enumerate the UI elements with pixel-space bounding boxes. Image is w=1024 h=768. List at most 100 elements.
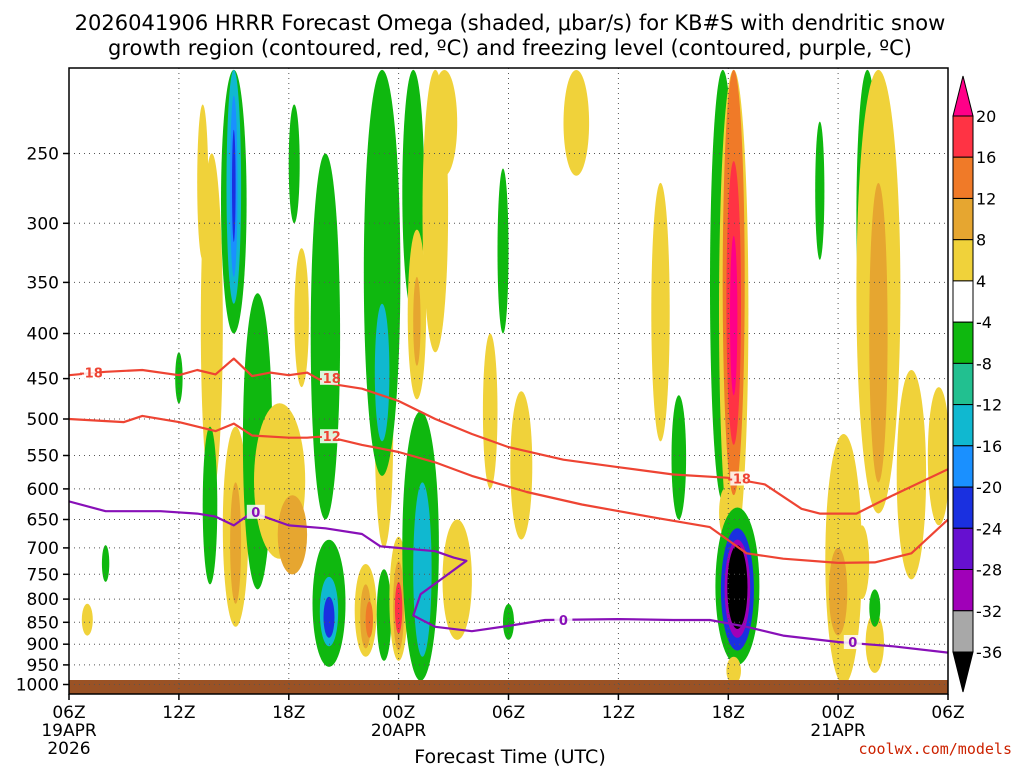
omega-cell-42 [510, 391, 533, 540]
x-date-label-0: 19APR [41, 721, 97, 741]
x-tick-label-8: 06Z [931, 703, 964, 723]
x-tick-label-7: 00Z [821, 703, 854, 723]
colorbar-tick-9: -20 [976, 478, 1002, 497]
omega-cell-24 [376, 569, 392, 661]
omega-cell-67 [927, 387, 948, 526]
x-date-label-3: 20APR [371, 721, 427, 741]
omega-cell-66 [896, 370, 927, 580]
omega-cell-44 [651, 182, 670, 442]
colorbar-bin-10 [952, 486, 974, 529]
x-tick-label-4: 06Z [492, 703, 525, 723]
colorbar-bin-5 [952, 280, 974, 323]
contour-line-2 [69, 500, 948, 654]
y-tick-label-250: 250 [27, 145, 59, 165]
colorbar-tick-11: -28 [976, 561, 1002, 580]
x-tick-label-5: 12Z [602, 703, 635, 723]
colorbar-bin-6 [952, 321, 974, 364]
omega-cell-11 [230, 482, 242, 604]
x-tick-label-0: 06Z [52, 703, 85, 723]
contour-label-2-1: 0 [559, 614, 568, 629]
omega-cell-16 [310, 153, 341, 520]
omega-cell-37 [431, 70, 458, 176]
omega-cell-27 [374, 303, 390, 442]
omega-cell-19 [323, 596, 335, 638]
omega-cell-55 [727, 545, 748, 629]
terrain-ground-bar [69, 680, 948, 694]
omega-cell-56 [726, 656, 741, 685]
x-axis-label: Forecast Time (UTC) [414, 746, 605, 768]
contour-label-bg-1-0 [320, 429, 338, 444]
omega-cell-14 [277, 495, 308, 575]
y-tick-label-300: 300 [27, 214, 59, 234]
colorbar-bin-9 [952, 445, 974, 488]
chart-title-line2: growth region (contoured, red, ºC) and f… [108, 36, 912, 60]
y-tick-label-650: 650 [27, 511, 59, 531]
x-tick-label-6: 18Z [712, 703, 745, 723]
omega-cell-50 [730, 235, 738, 396]
x-year-label-0: 2026 [47, 739, 90, 759]
y-tick-label-350: 350 [27, 273, 59, 293]
omega-cell-20 [294, 248, 309, 388]
colorbar-tick-1: 16 [976, 148, 996, 167]
contour-label-bg-0-1 [320, 370, 338, 385]
omega-cell-35 [413, 482, 432, 657]
omega-cell-1 [101, 545, 110, 582]
omega-cell-65 [869, 589, 881, 627]
contour-label-2-0: 0 [251, 506, 260, 521]
colorbar-tick-5: -4 [976, 313, 992, 332]
omega-cell-40 [482, 333, 498, 489]
contour-label-bg-2-2 [843, 635, 862, 649]
contour-label-0-1: -18 [317, 372, 341, 387]
colorbar-tick-4: 4 [976, 272, 986, 291]
y-tick-label-700: 700 [27, 539, 59, 559]
contour-line-0 [69, 357, 948, 515]
omega-cell-23 [365, 601, 373, 638]
y-tick-label-900: 900 [27, 635, 59, 655]
omega-cell-57 [815, 121, 825, 260]
contour-label-bg-2-0 [246, 504, 265, 519]
colorbar-bin-1 [952, 115, 974, 158]
omega-cell-4 [200, 153, 223, 496]
colorbar-top-triangle [952, 75, 974, 117]
omega-cell-26 [363, 69, 401, 476]
contour-label-0-2: -18 [727, 473, 751, 488]
colorbar: 20 16 12 8 4 -4 -8 -12 -16 -20 -24 -28 -32 -36 [952, 75, 1002, 693]
omega-cell-9 [232, 129, 236, 242]
y-tick-label-600: 600 [27, 480, 59, 500]
colorbar-tick-3: 8 [976, 231, 986, 250]
y-tick-label-800: 800 [27, 590, 59, 610]
omega-cell-64 [865, 613, 884, 673]
omega-cell-5 [202, 426, 218, 585]
y-tick-label-550: 550 [27, 447, 59, 467]
colorbar-bin-7 [952, 362, 974, 406]
colorbar-bin-4 [952, 239, 974, 282]
omega-shading-layer [81, 69, 948, 685]
colorbar-bottom-triangle [952, 651, 974, 693]
y-tick-label-500: 500 [27, 410, 59, 430]
colorbar-tick-12: -32 [976, 602, 1002, 621]
colorbar-bin-12 [952, 569, 974, 612]
colorbar-bin-13 [952, 610, 974, 653]
omega-cell-30 [394, 582, 403, 634]
omega-cell-33 [413, 276, 421, 366]
colorbar-tick-13: -36 [976, 643, 1002, 662]
omega-cell-0 [81, 603, 93, 636]
contour-label-bg-0-0 [82, 365, 100, 380]
contour-label-bg-0-2 [730, 471, 749, 486]
colorbar-tick-10: -24 [976, 519, 1002, 538]
y-tick-label-850: 850 [27, 613, 59, 633]
colorbar-tick-6: -8 [976, 354, 992, 373]
omega-cell-43 [563, 70, 590, 176]
x-tick-label-2: 18Z [272, 703, 305, 723]
omega-cell-38 [442, 519, 472, 640]
colorbar-bin-11 [952, 527, 974, 570]
x-tick-label-1: 12Z [162, 703, 195, 723]
y-tick-label-1000: 1000 [16, 676, 59, 696]
chart-title-line1: 2026041906 HRRR Forecast Omega (shaded, … [75, 11, 946, 35]
contour-label-1-0: -12 [317, 430, 341, 445]
omega-cell-15 [288, 104, 300, 224]
omega-cell-39 [497, 168, 509, 334]
y-axis: 2503003504004505005506006507007508008509… [16, 145, 69, 696]
